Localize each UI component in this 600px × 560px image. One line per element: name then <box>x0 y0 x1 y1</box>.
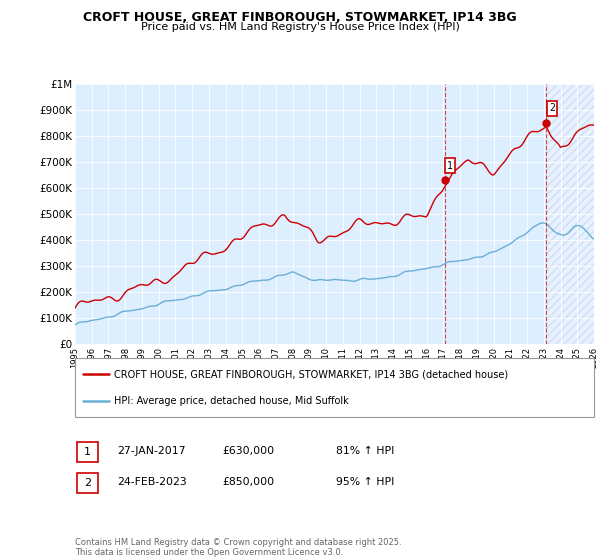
Text: 1: 1 <box>447 161 453 171</box>
Text: 2: 2 <box>84 478 91 488</box>
Text: 2: 2 <box>549 104 555 113</box>
Text: 27-JAN-2017: 27-JAN-2017 <box>117 446 185 456</box>
Text: 81% ↑ HPI: 81% ↑ HPI <box>336 446 394 456</box>
Text: 1: 1 <box>84 447 91 457</box>
Text: CROFT HOUSE, GREAT FINBOROUGH, STOWMARKET, IP14 3BG (detached house): CROFT HOUSE, GREAT FINBOROUGH, STOWMARKE… <box>114 369 508 379</box>
Text: 24-FEB-2023: 24-FEB-2023 <box>117 477 187 487</box>
FancyBboxPatch shape <box>77 473 98 493</box>
Text: CROFT HOUSE, GREAT FINBOROUGH, STOWMARKET, IP14 3BG: CROFT HOUSE, GREAT FINBOROUGH, STOWMARKE… <box>83 11 517 24</box>
Text: £850,000: £850,000 <box>222 477 274 487</box>
Text: 95% ↑ HPI: 95% ↑ HPI <box>336 477 394 487</box>
FancyBboxPatch shape <box>75 358 594 417</box>
Text: £630,000: £630,000 <box>222 446 274 456</box>
Text: Price paid vs. HM Land Registry's House Price Index (HPI): Price paid vs. HM Land Registry's House … <box>140 22 460 32</box>
Bar <box>547 84 594 344</box>
Bar <box>547 84 594 344</box>
Text: HPI: Average price, detached house, Mid Suffolk: HPI: Average price, detached house, Mid … <box>114 396 349 407</box>
Text: Contains HM Land Registry data © Crown copyright and database right 2025.
This d: Contains HM Land Registry data © Crown c… <box>75 538 401 557</box>
FancyBboxPatch shape <box>77 442 98 462</box>
